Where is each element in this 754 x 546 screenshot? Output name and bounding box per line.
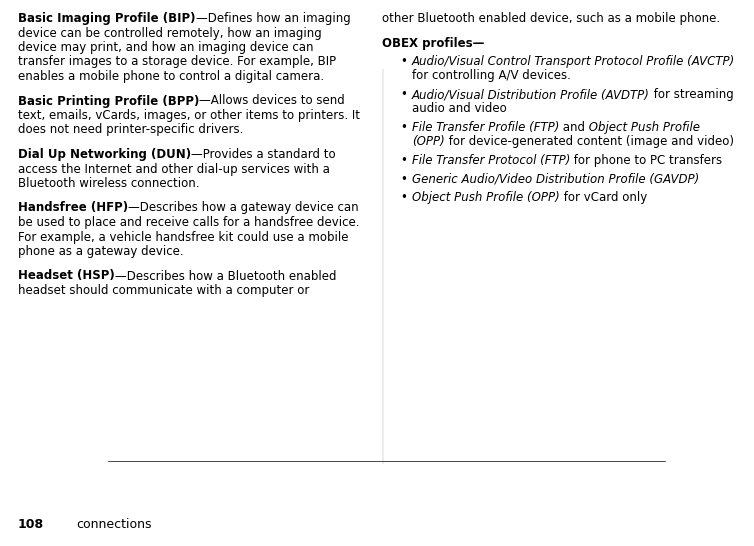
Text: OBEX profiles—: OBEX profiles—	[382, 37, 484, 50]
Text: Generic Audio/Video Distribution Profile (GAVDP): Generic Audio/Video Distribution Profile…	[412, 173, 699, 186]
Text: transfer images to a storage device. For example, BIP: transfer images to a storage device. For…	[18, 56, 336, 68]
Text: —Describes how a Bluetooth enabled: —Describes how a Bluetooth enabled	[115, 270, 336, 282]
Text: Handsfree (HFP): Handsfree (HFP)	[18, 201, 128, 215]
Text: —Defines how an imaging: —Defines how an imaging	[195, 12, 351, 25]
Text: •: •	[400, 55, 407, 68]
Text: and: and	[559, 121, 585, 134]
Text: for streaming: for streaming	[650, 88, 734, 101]
Text: —Describes how a gateway device can: —Describes how a gateway device can	[128, 201, 359, 215]
Text: Object Push Profile: Object Push Profile	[585, 121, 700, 134]
Text: Basic Printing Profile (BPP): Basic Printing Profile (BPP)	[18, 94, 199, 108]
Text: For example, a vehicle handsfree kit could use a mobile: For example, a vehicle handsfree kit cou…	[18, 230, 348, 244]
Text: 108: 108	[18, 518, 44, 531]
Text: File Transfer Protocol (FTP): File Transfer Protocol (FTP)	[412, 154, 570, 167]
Text: Headset (HSP): Headset (HSP)	[18, 270, 115, 282]
Text: for phone to PC transfers: for phone to PC transfers	[570, 154, 722, 167]
Text: •: •	[400, 191, 407, 204]
Text: phone as a gateway device.: phone as a gateway device.	[18, 245, 184, 258]
Text: access the Internet and other dial-up services with a: access the Internet and other dial-up se…	[18, 163, 330, 175]
Text: Basic Imaging Profile (BIP): Basic Imaging Profile (BIP)	[18, 12, 195, 25]
Text: be used to place and receive calls for a handsfree device.: be used to place and receive calls for a…	[18, 216, 360, 229]
Text: for vCard only: for vCard only	[559, 191, 647, 204]
Text: device may print, and how an imaging device can: device may print, and how an imaging dev…	[18, 41, 314, 54]
Text: headset should communicate with a computer or: headset should communicate with a comput…	[18, 284, 309, 297]
Text: Object Push Profile (OPP): Object Push Profile (OPP)	[412, 191, 559, 204]
Text: enables a mobile phone to control a digital camera.: enables a mobile phone to control a digi…	[18, 70, 324, 83]
Text: for device-generated content (image and video): for device-generated content (image and …	[445, 135, 734, 149]
Text: for controlling A/V devices.: for controlling A/V devices.	[412, 69, 571, 82]
Text: other Bluetooth enabled device, such as a mobile phone.: other Bluetooth enabled device, such as …	[382, 12, 720, 25]
Text: audio and video: audio and video	[412, 103, 507, 116]
Text: (OPP): (OPP)	[412, 135, 445, 149]
Text: •: •	[400, 173, 407, 186]
Text: Audio/Visual Distribution Profile (AVDTP): Audio/Visual Distribution Profile (AVDTP…	[412, 88, 650, 101]
Text: File Transfer Profile (FTP): File Transfer Profile (FTP)	[412, 121, 559, 134]
Text: •: •	[400, 88, 407, 101]
Text: •: •	[400, 121, 407, 134]
Text: does not need printer-specific drivers.: does not need printer-specific drivers.	[18, 123, 244, 136]
Text: text, emails, vCards, images, or other items to printers. It: text, emails, vCards, images, or other i…	[18, 109, 360, 122]
Text: Audio/Visual Control Transport Protocol Profile (AVCTP): Audio/Visual Control Transport Protocol …	[412, 55, 735, 68]
Text: device can be controlled remotely, how an imaging: device can be controlled remotely, how a…	[18, 27, 322, 39]
Text: Bluetooth wireless connection.: Bluetooth wireless connection.	[18, 177, 200, 190]
Text: —Provides a standard to: —Provides a standard to	[191, 148, 336, 161]
Text: connections: connections	[77, 518, 152, 531]
Text: •: •	[400, 154, 407, 167]
Text: —Allows devices to send: —Allows devices to send	[199, 94, 345, 108]
Text: Dial Up Networking (DUN): Dial Up Networking (DUN)	[18, 148, 191, 161]
